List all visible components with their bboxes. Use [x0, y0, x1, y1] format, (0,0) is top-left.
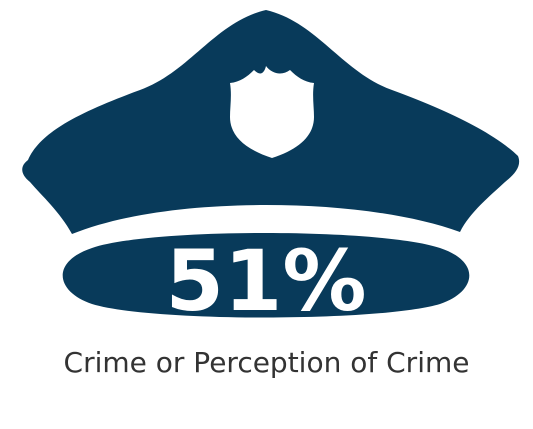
hat-brim	[62, 233, 470, 318]
percentage-value: 51%	[165, 232, 366, 330]
caption: Crime or Perception of Crime	[63, 346, 470, 379]
police-badge-icon	[230, 66, 314, 158]
